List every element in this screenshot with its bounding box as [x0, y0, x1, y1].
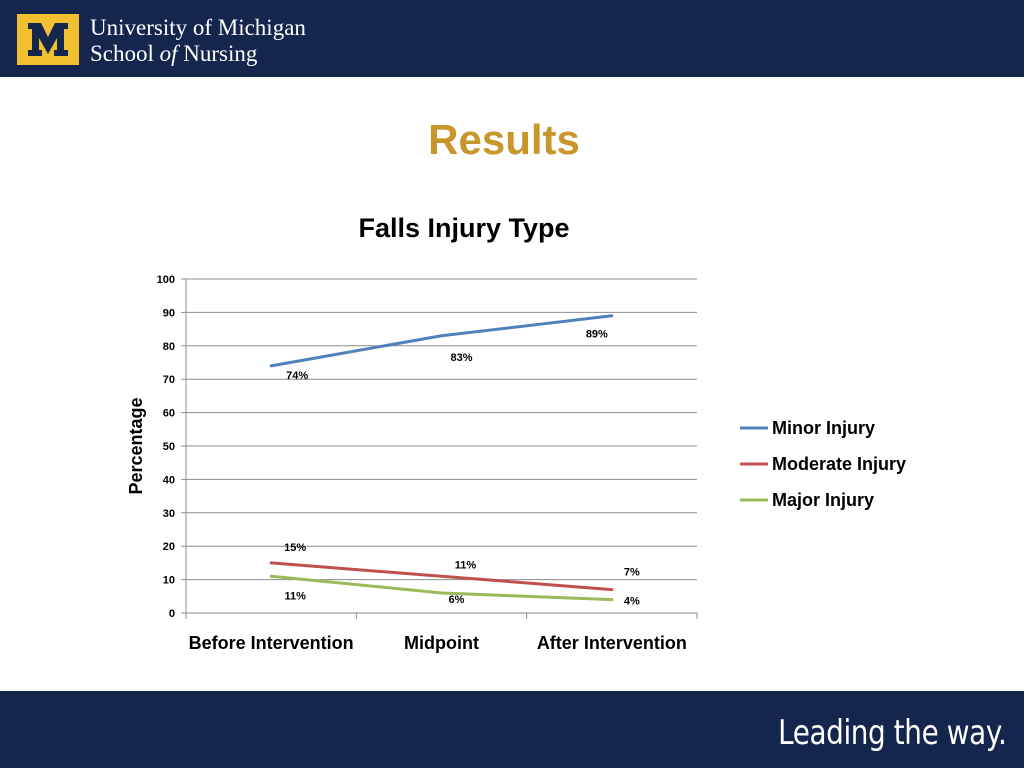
series-lines	[269, 314, 614, 602]
legend-label: Minor Injury	[772, 418, 875, 438]
legend: Minor Injury Moderate Injury Major Injury	[740, 418, 906, 510]
institution-line2-nursing: Nursing	[177, 41, 258, 66]
x-category-label: Midpoint	[404, 633, 479, 653]
y-tick-label: 40	[163, 474, 175, 486]
legend-label: Moderate Injury	[772, 454, 906, 474]
data-labels: 74% 83% 89% 15% 11% 7% 11% 6% 4%	[284, 329, 640, 608]
footer-tagline: Leading the way.	[777, 713, 1007, 753]
y-tick-label: 70	[163, 374, 175, 386]
gridlines	[186, 278, 697, 581]
footer-bar: Leading the way.	[0, 691, 1024, 768]
data-label: 89%	[586, 329, 608, 341]
data-label: 15%	[284, 542, 306, 554]
y-tick-label: 0	[169, 608, 175, 620]
block-m-icon	[28, 23, 68, 56]
institution-line2: School of Nursing	[90, 41, 306, 67]
institution-line2-of: of	[159, 41, 178, 66]
x-category-label: Before Intervention	[189, 633, 354, 653]
institution-name: University of Michigan School of Nursing	[90, 15, 306, 67]
y-tick-label: 60	[163, 408, 175, 420]
data-label: 7%	[624, 567, 640, 579]
slide-title: Results	[428, 116, 580, 163]
y-tick-label: 10	[163, 575, 175, 587]
y-tick-label: 90	[163, 307, 175, 319]
x-category-label: After Intervention	[537, 633, 687, 653]
data-label: 83%	[450, 352, 472, 364]
falls-injury-chart: Falls Injury Type Percentage 0 10 20 30 40 50…	[126, 213, 906, 653]
tick-labels: 0 10 20 30 40 50 60 70 80 90 100 Before Interventio…	[157, 274, 687, 653]
series-line-moderate-injury	[269, 561, 614, 592]
data-label: 74%	[286, 370, 308, 382]
header-bar: University of Michigan School of Nursing	[0, 0, 1024, 77]
data-label: 11%	[284, 590, 306, 602]
institution-line2-school: School	[90, 41, 160, 66]
series-line-minor-injury	[269, 314, 614, 368]
chart-title: Falls Injury Type	[358, 213, 569, 243]
axes	[181, 278, 698, 619]
y-tick-label: 80	[163, 341, 175, 353]
institution-line1: University of Michigan	[90, 15, 306, 40]
y-axis-label: Percentage	[126, 397, 146, 494]
data-label: 6%	[449, 594, 465, 606]
y-tick-label: 100	[157, 274, 175, 286]
university-logo	[17, 14, 79, 65]
y-tick-label: 30	[163, 508, 175, 520]
legend-label: Major Injury	[772, 490, 874, 510]
series-line-major-injury	[269, 574, 614, 602]
data-label: 4%	[624, 596, 640, 608]
y-tick-label: 50	[163, 441, 175, 453]
data-label: 11%	[455, 559, 477, 571]
y-tick-label: 20	[163, 541, 175, 553]
